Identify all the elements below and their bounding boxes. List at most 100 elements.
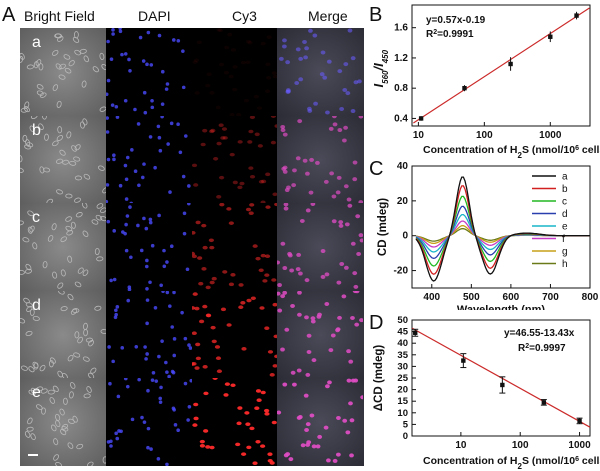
micro-tile-b-2	[191, 115, 278, 204]
microscopy-grid: a b c d e	[20, 28, 364, 467]
chart-c-legend-label-g: g	[562, 247, 568, 258]
micro-tile-d-0: d	[20, 290, 107, 379]
chart-d-ytick-label: 35	[397, 350, 408, 361]
chart-c-frame	[411, 165, 591, 289]
chart-d-ytick-label: 0	[403, 431, 408, 442]
chart-d-point	[541, 400, 547, 405]
micro-tile-c-1	[105, 203, 192, 292]
chart-c-legend-label-f: f	[562, 234, 565, 245]
panel-d-label: D	[369, 312, 384, 334]
micro-tile-e-3	[277, 378, 364, 467]
chart-b-xtick-label: 10	[413, 130, 425, 141]
col-header-merge: Merge	[308, 8, 348, 24]
chart-d-ytick-label: 40	[397, 338, 408, 349]
row-label-b: b	[32, 121, 41, 139]
micro-tile-d-1	[105, 290, 192, 379]
chart-c-xtick-label: 400	[423, 292, 440, 303]
chart-c-legend-label-b: b	[562, 184, 568, 195]
chart-d-ytick-label: 45	[397, 327, 408, 338]
chart-c-series-a	[415, 176, 590, 282]
chart-d-xtick-label: 100	[512, 440, 529, 451]
micro-tile-b-1	[105, 115, 192, 204]
chart-d-ytick-label: 30	[397, 361, 408, 372]
chart-d-ytick-label: 15	[397, 396, 408, 407]
panel-a-label: A	[2, 4, 16, 26]
scale-bar	[28, 454, 38, 456]
chart-b-ytick-label: 1.6	[394, 23, 408, 34]
chart-d-point	[413, 330, 418, 335]
chart-b-ytick-label: 1.2	[394, 53, 408, 64]
chart-d-point	[461, 358, 466, 363]
chart-b-point	[418, 116, 424, 121]
chart-c-legend-label-a: a	[562, 172, 568, 183]
chart-b-fit-line	[413, 7, 590, 124]
chart-b-point	[462, 85, 467, 91]
col-header-bright-field: Bright Field	[24, 8, 95, 24]
chart-d-point	[500, 382, 505, 388]
col-header-cy3: Cy3	[232, 8, 257, 24]
chart-d-r2: R2=0.9997	[518, 343, 566, 355]
chart-d-point	[577, 418, 582, 424]
chart-d-ytick-label: 5	[403, 419, 409, 430]
col-header-dapi: DAPI	[138, 8, 171, 24]
chart-c-xtick-label: 700	[542, 292, 559, 303]
chart-d-ytick-label: 10	[397, 408, 408, 419]
chart-d-xtick-label: 1000	[568, 440, 591, 451]
micro-tile-e-1	[105, 378, 192, 467]
chart-b-point	[574, 13, 579, 18]
panel-b-label: B	[369, 4, 383, 26]
chart-b-frame	[411, 4, 591, 127]
chart-c-xtick-label: 500	[463, 292, 480, 303]
micro-tile-a-0: a	[20, 28, 107, 117]
micro-tile-e-2	[191, 378, 278, 467]
chart-b-ylabel: I560/I450	[371, 49, 390, 87]
chart-d-equation: y=46.55-13.43x	[504, 328, 575, 339]
chart-b-xtick-label: 1000	[539, 130, 562, 141]
chart-c-ytick-label: 0	[402, 231, 408, 242]
chart-b-xtick-label: 100	[476, 130, 493, 141]
chart-d-ytick-label: 50	[397, 315, 408, 326]
chart-b-point	[508, 61, 513, 67]
chart-d-ytick-label: 20	[397, 385, 408, 396]
chart-b-ytick-label: 0.8	[394, 83, 408, 94]
chart-b-ytick-label: 0.4	[394, 113, 408, 124]
chart-b-equation: y=0.57x-0.19	[426, 15, 486, 26]
chart-c-legend-label-c: c	[562, 197, 567, 208]
row-label-e: e	[32, 384, 41, 402]
chart-d-ylabel: ΔCD (mdeg)	[373, 345, 385, 412]
chart-d-fit-line	[411, 327, 591, 428]
chart-d-xlabel: Concentration of H2S (nmol/106 cells)	[423, 455, 600, 471]
row-label-d: d	[32, 296, 41, 314]
chart-c-ytick-label: -20	[394, 266, 409, 277]
micro-tile-b-0: b	[20, 115, 107, 204]
chart-c-xtick-label: 600	[503, 292, 520, 303]
micro-tile-c-2	[191, 203, 278, 292]
chart-c-xlabel: Wavelength (nm)	[457, 304, 546, 310]
micro-tile-c-0: c	[20, 203, 107, 292]
micro-tile-d-3	[277, 290, 364, 379]
chart-c-legend-label-h: h	[562, 259, 568, 270]
micro-tile-c-3	[277, 203, 364, 292]
chart-c-ylabel: CD (mdeg)	[377, 198, 389, 256]
chart-b: 0.4 0.8 1.2 1.6 10 100 1000 y=0.57x-0.19 R2=0.99…	[371, 4, 600, 158]
chart-b-xlabel: Concentration of H2S (nmol/106 cells)	[423, 144, 600, 158]
micro-tile-d-2	[191, 290, 278, 379]
micro-tile-a-1	[105, 28, 192, 117]
chart-c-ytick-label: 40	[397, 161, 409, 172]
chart-c-legend-label-e: e	[562, 222, 568, 233]
panel-c-label: C	[369, 158, 384, 180]
chart-d-ytick-label: 25	[397, 373, 408, 384]
row-label-c: c	[32, 209, 40, 227]
chart-c-xtick-label: 800	[582, 292, 599, 303]
micro-tile-a-3	[277, 28, 364, 117]
chart-b-point	[548, 34, 553, 39]
micro-tile-e-0: e	[20, 378, 107, 467]
chart-b-r2: R2=0.9991	[426, 29, 474, 41]
micro-tile-a-2	[191, 28, 278, 117]
chart-c-ytick-label: 20	[397, 196, 409, 207]
row-label-a: a	[32, 34, 41, 51]
micro-tile-b-3	[277, 115, 364, 204]
chart-c-legend-label-d: d	[562, 209, 568, 220]
